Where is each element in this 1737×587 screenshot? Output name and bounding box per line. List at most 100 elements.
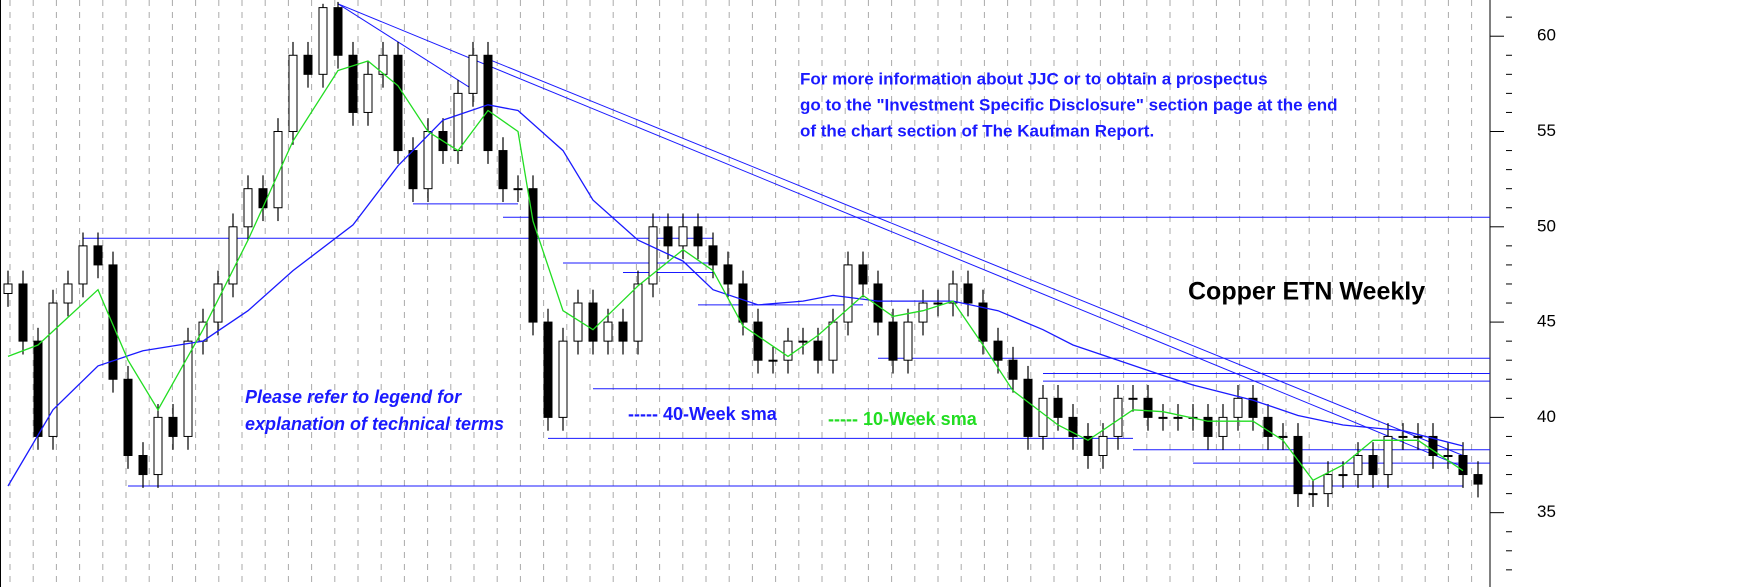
candle-body	[78, 245, 88, 285]
candle-body	[168, 416, 178, 437]
candle-body	[738, 283, 748, 323]
candle-body	[1023, 378, 1033, 437]
candle-body	[183, 340, 193, 437]
candle-body	[3, 283, 13, 294]
candle-body	[138, 454, 148, 476]
candle-body	[588, 302, 598, 342]
candle-body	[1263, 416, 1273, 437]
candle-body	[1218, 416, 1228, 437]
candle-body	[708, 245, 718, 266]
candle-body	[393, 54, 403, 152]
candle-body	[153, 416, 163, 476]
candle-body	[1278, 435, 1288, 438]
candle-body	[813, 340, 823, 361]
trendline	[487, 58, 1464, 456]
candle-body	[768, 359, 778, 362]
y-tick-label: 60	[1537, 26, 1556, 45]
info-line: For more information about JJC or to obt…	[800, 69, 1268, 88]
candle-body	[1173, 416, 1183, 419]
candle-body	[663, 226, 673, 247]
candle-body	[48, 302, 58, 437]
info-line: of the chart section of The Kaufman Repo…	[800, 121, 1154, 140]
candle-body	[828, 321, 838, 361]
candle-body	[1233, 397, 1243, 418]
candle-body	[1473, 474, 1483, 485]
candle-body	[363, 73, 373, 113]
info-line: go to the "Investment Specific Disclosur…	[800, 95, 1338, 114]
candle-body	[228, 226, 238, 285]
chart-title: Copper ETN Weekly	[1188, 278, 1425, 306]
candle-body	[123, 378, 133, 456]
candle-body	[1413, 435, 1423, 438]
note: explanation of technical terms	[245, 414, 504, 434]
candle-body	[93, 245, 103, 266]
candle-body	[1158, 416, 1168, 419]
candle-body	[1368, 454, 1378, 476]
y-tick-label: 45	[1537, 312, 1556, 331]
candle-body	[1458, 454, 1468, 476]
candle-body	[783, 340, 793, 361]
candle-body	[1398, 435, 1408, 438]
sma-line	[7, 60, 1464, 482]
candle-body	[603, 321, 613, 342]
candle-body	[483, 54, 493, 152]
candle-body	[1338, 474, 1348, 477]
candle-body	[1428, 435, 1438, 456]
candle-body	[1053, 397, 1063, 418]
candle-body	[618, 321, 628, 342]
candle-body	[243, 188, 253, 228]
candle-body	[963, 283, 973, 304]
candle-body	[333, 7, 343, 56]
candle-body	[633, 283, 643, 342]
candle-body	[723, 264, 733, 285]
candle-body	[1308, 493, 1318, 496]
candle-body	[1248, 397, 1258, 418]
candle-body	[18, 283, 28, 342]
candle-body	[1068, 416, 1078, 437]
candle-body	[903, 321, 913, 361]
candle-body	[513, 188, 523, 191]
candle-body	[558, 340, 568, 418]
y-tick-label: 40	[1537, 407, 1556, 426]
candle-body	[1353, 454, 1363, 476]
legend-entry: ----- 10-Week sma	[828, 409, 978, 429]
candle-body	[1143, 397, 1153, 418]
candle-body	[1008, 359, 1018, 380]
candle-body	[1083, 435, 1093, 456]
candle-body	[648, 226, 658, 285]
legend-entry: ----- 40-Week sma	[628, 404, 778, 424]
sma-line	[7, 104, 1464, 487]
candle-body	[1098, 435, 1108, 456]
candle-body	[1323, 474, 1333, 495]
candle-body	[348, 54, 358, 113]
candle-body	[33, 340, 43, 437]
y-tick-label: 35	[1537, 502, 1556, 521]
candle-body	[498, 150, 508, 190]
candle-body	[288, 54, 298, 133]
candle-body	[1128, 397, 1138, 400]
candle-body	[918, 302, 928, 323]
trendline	[337, 3, 474, 90]
candle-body	[213, 283, 223, 323]
candle-body	[858, 264, 868, 285]
candle-body	[423, 131, 433, 190]
candle-body	[888, 321, 898, 361]
note: Please refer to legend for	[245, 387, 462, 407]
candle-body	[1038, 397, 1048, 437]
y-tick-label: 55	[1537, 121, 1556, 140]
candle-body	[933, 302, 943, 305]
trendline	[337, 3, 1464, 468]
candle-body	[408, 150, 418, 190]
candle-body	[63, 283, 73, 304]
candle-body	[978, 302, 988, 342]
candle-body	[798, 340, 808, 343]
candle-body	[543, 321, 553, 418]
y-tick-label: 50	[1537, 216, 1556, 235]
candle-body	[1383, 435, 1393, 476]
candle-body	[258, 188, 268, 209]
candle-body	[993, 340, 1003, 361]
candle-body	[453, 92, 463, 152]
candle-body	[318, 7, 328, 75]
candle-body	[948, 283, 958, 304]
